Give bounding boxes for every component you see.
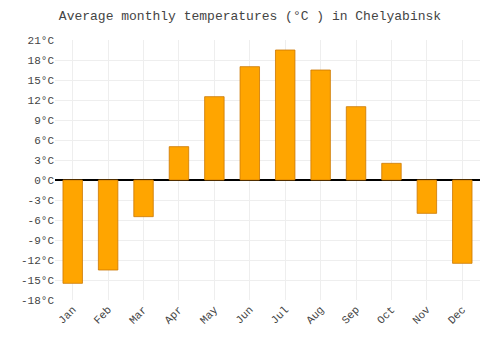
- svg-text:Feb: Feb: [92, 304, 114, 326]
- svg-text:-3°C: -3°C: [28, 195, 55, 207]
- svg-text:Jun: Jun: [233, 304, 255, 326]
- svg-text:15°C: 15°C: [28, 75, 55, 87]
- svg-text:-6°C: -6°C: [28, 215, 55, 227]
- svg-text:Nov: Nov: [410, 304, 433, 327]
- svg-text:0°C: 0°C: [34, 175, 54, 187]
- svg-text:Dec: Dec: [446, 304, 468, 326]
- svg-text:Jul: Jul: [269, 304, 291, 326]
- svg-text:6°C: 6°C: [34, 135, 54, 147]
- svg-text:Oct: Oct: [375, 304, 397, 326]
- svg-text:Jan: Jan: [56, 304, 78, 326]
- svg-text:18°C: 18°C: [28, 55, 55, 67]
- svg-text:-9°C: -9°C: [28, 235, 55, 247]
- svg-text:May: May: [198, 304, 221, 327]
- svg-text:-18°C: -18°C: [21, 295, 54, 307]
- svg-text:21°C: 21°C: [28, 35, 55, 47]
- svg-text:Average monthly temperatures (: Average monthly temperatures (°C ) in Ch…: [59, 9, 441, 24]
- svg-text:-12°C: -12°C: [21, 255, 54, 267]
- svg-text:Apr: Apr: [162, 304, 184, 326]
- svg-text:12°C: 12°C: [28, 95, 55, 107]
- svg-text:9°C: 9°C: [34, 115, 54, 127]
- svg-text:Mar: Mar: [127, 304, 149, 326]
- svg-text:Aug: Aug: [304, 304, 326, 326]
- svg-text:3°C: 3°C: [34, 155, 54, 167]
- svg-text:-15°C: -15°C: [21, 275, 54, 287]
- svg-text:Sep: Sep: [340, 304, 362, 326]
